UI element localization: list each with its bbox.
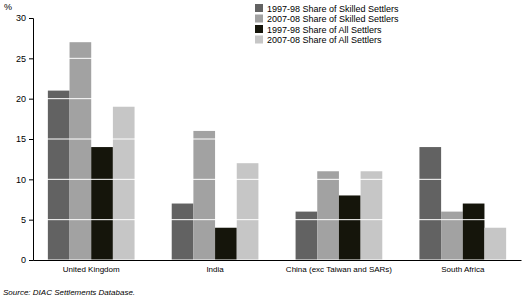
legend-label: 1997-98 Share of All Settlers [267,25,382,35]
y-tick: 10 [16,175,33,185]
y-tick-label: 10 [16,175,26,185]
y-tick-label: 20 [16,94,26,104]
legend-item: 2007-08 Share of Skilled Settlers [255,14,399,24]
legend-swatch [255,36,263,44]
y-tick: 15 [16,134,33,144]
x-tick: China (exc Taiwan and SARs) [286,265,392,274]
x-axis: United Kingdom India China (exc Taiwan and… [34,261,522,274]
bar [215,228,237,260]
y-tick: 20 [16,94,33,104]
x-tick: India [206,265,224,274]
bar [339,195,361,260]
x-tick: South Africa [441,265,485,274]
legend-item: 1997-98 Share of All Settlers [255,25,382,35]
legend-swatch [255,15,263,23]
y-axis-line [29,19,34,261]
source-note: Source: DIAC Settlements Database. [3,288,135,297]
x-tick-label: South Africa [441,265,485,274]
y-tick-label: 0 [21,255,26,265]
grid-line [33,98,521,99]
legend-swatch [255,25,263,33]
y-tick-label: 5 [21,215,26,225]
y-tick-mark [29,58,33,59]
grid-line [33,179,521,180]
x-tick-label: India [206,265,224,274]
bar [237,163,259,260]
bar [361,171,383,260]
grid-line [33,139,521,140]
y-tick-label: 30 [16,13,26,23]
bar [419,147,441,260]
y-tick: 30 [16,13,33,23]
plot-area: 0 5 10 15 20 25 30 United Kingdom India China (ex… [16,13,522,273]
y-tick-mark [29,260,33,261]
grid-line [33,58,521,59]
bar [70,42,92,260]
grid [33,18,521,260]
y-tick: 5 [21,215,33,225]
bars [48,42,506,260]
legend-item: 1997-98 Share of Skilled Settlers [255,4,399,14]
legend-label: 2007-08 Share of Skilled Settlers [267,14,399,24]
grid-line [33,260,521,261]
bar [48,91,70,260]
y-axis: 0 5 10 15 20 25 30 [16,13,34,265]
y-tick-mark [29,179,33,180]
legend-label: 1997-98 Share of Skilled Settlers [267,4,399,14]
x-tick-label: United Kingdom [63,265,120,274]
y-tick: 25 [16,54,33,64]
bar [317,171,339,260]
bar [172,204,194,260]
bar [463,204,485,260]
bar [193,131,215,260]
legend-label: 2007-08 Share of All Settlers [267,35,382,45]
bar [91,147,113,260]
y-tick: 0 [21,255,33,265]
legend-item: 2007-08 Share of All Settlers [255,35,382,45]
bar [113,107,135,260]
y-tick-label: 15 [16,134,26,144]
grid-line [33,219,521,220]
y-tick-mark [29,220,33,221]
y-tick-mark [29,18,33,19]
y-tick-mark [29,99,33,100]
x-tick-label: China (exc Taiwan and SARs) [286,265,392,274]
x-axis-line [34,260,522,261]
legend-swatch [255,4,263,12]
y-tick-mark [29,139,33,140]
y-tick-label: 25 [16,54,26,64]
bar [441,212,463,260]
x-tick: United Kingdom [63,265,120,274]
legend: 1997-98 Share of Skilled Settlers2007-08… [255,4,399,46]
chart: 0 5 10 15 20 25 30 United Kingdom India China (ex… [0,0,529,302]
bar [296,212,318,260]
bar [484,228,506,260]
y-axis-label: % [4,2,12,12]
